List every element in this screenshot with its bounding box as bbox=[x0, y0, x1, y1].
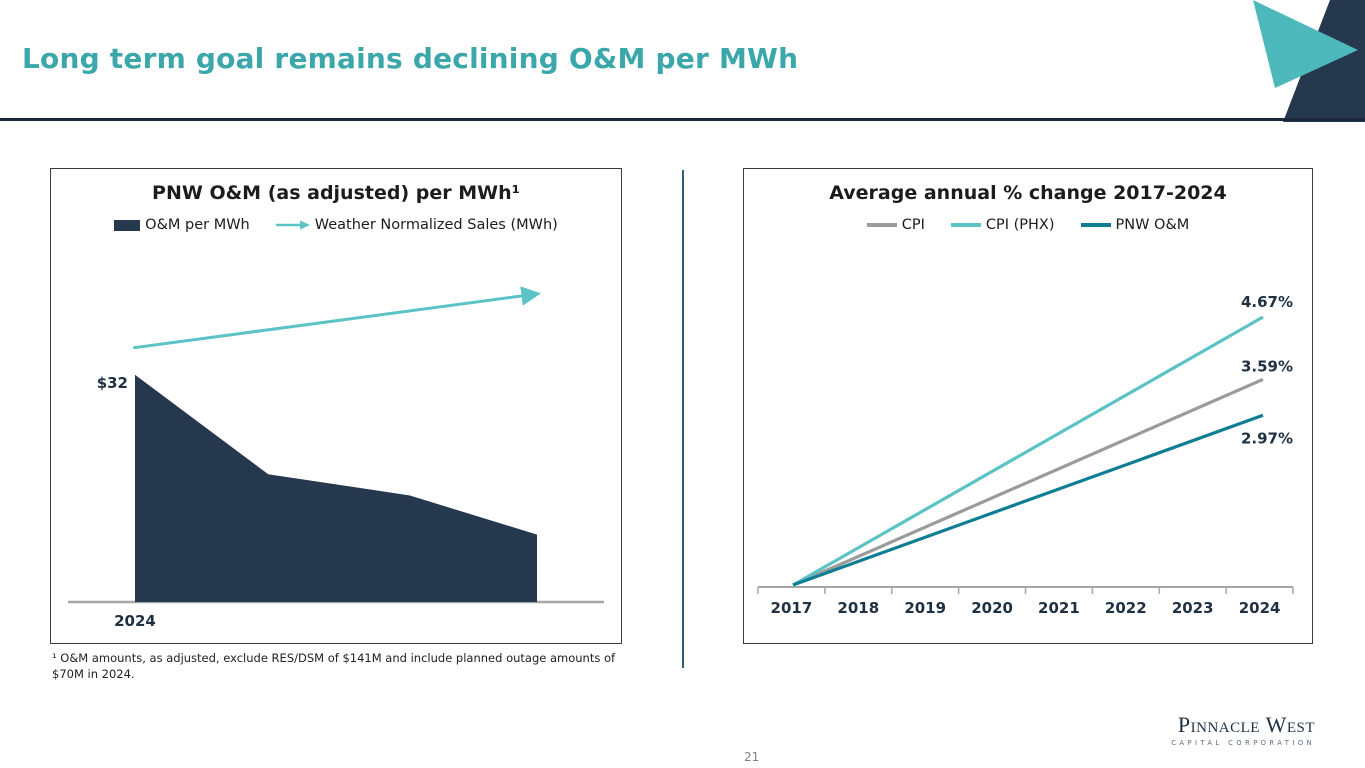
svg-text:2024: 2024 bbox=[1239, 599, 1281, 617]
arrow-swatch-icon bbox=[275, 220, 310, 230]
svg-text:2023: 2023 bbox=[1172, 599, 1214, 617]
svg-text:2021: 2021 bbox=[1038, 599, 1080, 617]
corner-decoration bbox=[1253, 0, 1365, 122]
om-chart-legend: O&M per MWh Weather Normalized Sales (MW… bbox=[51, 217, 621, 233]
svg-text:$32: $32 bbox=[97, 374, 128, 392]
legend-label-sales: Weather Normalized Sales (MWh) bbox=[314, 217, 558, 233]
legend-label-cpi: CPI bbox=[901, 217, 925, 233]
svg-text:2017: 2017 bbox=[771, 599, 813, 617]
svg-text:2018: 2018 bbox=[837, 599, 879, 617]
legend-item-om: O&M per MWh bbox=[114, 217, 250, 233]
om-chart: $32 2024 bbox=[68, 286, 604, 630]
legend-item-pnw-om: PNW O&M bbox=[1080, 217, 1190, 233]
legend-item-cpi-phx: CPI (PHX) bbox=[950, 217, 1055, 233]
legend-label-pnw-om: PNW O&M bbox=[1115, 217, 1190, 233]
cpi-line-swatch-icon bbox=[866, 223, 897, 227]
logo-subtitle: CAPITAL CORPORATION bbox=[1171, 739, 1315, 747]
teal-triangle bbox=[1253, 0, 1358, 88]
cpi-phx-line-swatch-icon bbox=[950, 223, 981, 227]
pnw-om-line-swatch-icon bbox=[1080, 223, 1111, 227]
svg-text:2022: 2022 bbox=[1105, 599, 1147, 617]
title-rule bbox=[0, 118, 1365, 121]
svg-text:2020: 2020 bbox=[971, 599, 1013, 617]
pct-change-legend: CPI CPI (PHX) PNW O&M bbox=[744, 217, 1312, 233]
svg-text:2.97%: 2.97% bbox=[1241, 429, 1293, 447]
pct-change-panel: Average annual % change 2017-2024 CPI CP… bbox=[743, 168, 1313, 644]
pct-change-chart: 2017 2018 2019 2020 2021 2022 2023 2024 3.59% 4.6… bbox=[757, 293, 1294, 617]
legend-label-cpi-phx: CPI (PHX) bbox=[985, 217, 1055, 233]
logo: Pinnacle West CAPITAL CORPORATION bbox=[1171, 712, 1315, 748]
svg-text:4.67%: 4.67% bbox=[1241, 293, 1293, 311]
area-swatch-icon bbox=[114, 219, 141, 231]
legend-item-sales: Weather Normalized Sales (MWh) bbox=[275, 217, 558, 233]
page-number: 21 bbox=[744, 750, 760, 764]
panel-divider bbox=[682, 170, 684, 668]
pct-change-title: Average annual % change 2017-2024 bbox=[829, 182, 1227, 204]
om-chart-title: PNW O&M (as adjusted) per MWh¹ bbox=[152, 182, 520, 204]
legend-label-om: O&M per MWh bbox=[145, 217, 250, 233]
page-title: Long term goal remains declining O&M per… bbox=[22, 42, 799, 75]
svg-text:2024: 2024 bbox=[114, 612, 156, 630]
svg-text:3.59%: 3.59% bbox=[1241, 357, 1293, 375]
svg-text:2019: 2019 bbox=[904, 599, 946, 617]
om-chart-panel: PNW O&M (as adjusted) per MWh¹ O&M per M… bbox=[50, 168, 622, 644]
legend-item-cpi: CPI bbox=[866, 217, 925, 233]
logo-name: Pinnacle West bbox=[1177, 712, 1315, 737]
footnote: ¹ O&M amounts, as adjusted, exclude RES/… bbox=[52, 651, 616, 682]
